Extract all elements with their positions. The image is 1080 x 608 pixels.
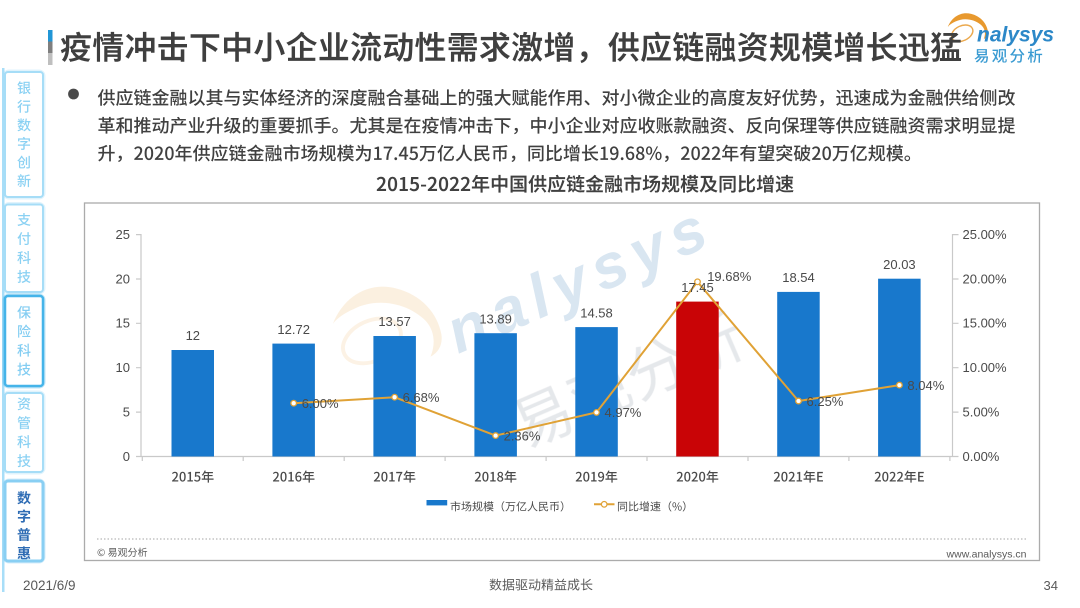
svg-text:5.00%: 5.00% [963, 404, 1000, 419]
svg-text:34: 34 [1044, 578, 1058, 593]
svg-text:4.97%: 4.97% [605, 405, 642, 420]
svg-text:17.45: 17.45 [681, 280, 714, 295]
svg-text:0: 0 [123, 449, 130, 464]
svg-text:2.36%: 2.36% [504, 428, 541, 443]
svg-text:25.00%: 25.00% [963, 227, 1008, 242]
svg-text:14.58: 14.58 [580, 305, 613, 320]
svg-text:20.03: 20.03 [883, 257, 916, 272]
svg-text:10.00%: 10.00% [963, 360, 1008, 375]
svg-text:13.57: 13.57 [378, 314, 411, 329]
svg-text:6.25%: 6.25% [807, 394, 844, 409]
svg-text:15.00%: 15.00% [963, 316, 1008, 331]
svg-text:5: 5 [123, 404, 130, 419]
svg-text:2021/6/9: 2021/6/9 [23, 578, 76, 593]
svg-text:12: 12 [186, 328, 200, 343]
svg-text:www.analysys.cn: www.analysys.cn [946, 549, 1027, 561]
svg-text:12.72: 12.72 [277, 322, 310, 337]
svg-text:18.54: 18.54 [782, 270, 815, 285]
svg-text:20.00%: 20.00% [963, 271, 1008, 286]
svg-text:25: 25 [116, 227, 130, 242]
svg-text:nalysys: nalysys [977, 24, 1054, 47]
svg-text:15: 15 [116, 316, 130, 331]
svg-text:8.04%: 8.04% [907, 378, 944, 393]
svg-text:20: 20 [116, 271, 130, 286]
svg-text:6.68%: 6.68% [403, 390, 440, 405]
svg-text:13.89: 13.89 [479, 311, 512, 326]
svg-text:10: 10 [116, 360, 130, 375]
svg-text:19.68%: 19.68% [707, 269, 752, 284]
svg-text:0.00%: 0.00% [963, 449, 1000, 464]
svg-text:6.00%: 6.00% [302, 396, 339, 411]
